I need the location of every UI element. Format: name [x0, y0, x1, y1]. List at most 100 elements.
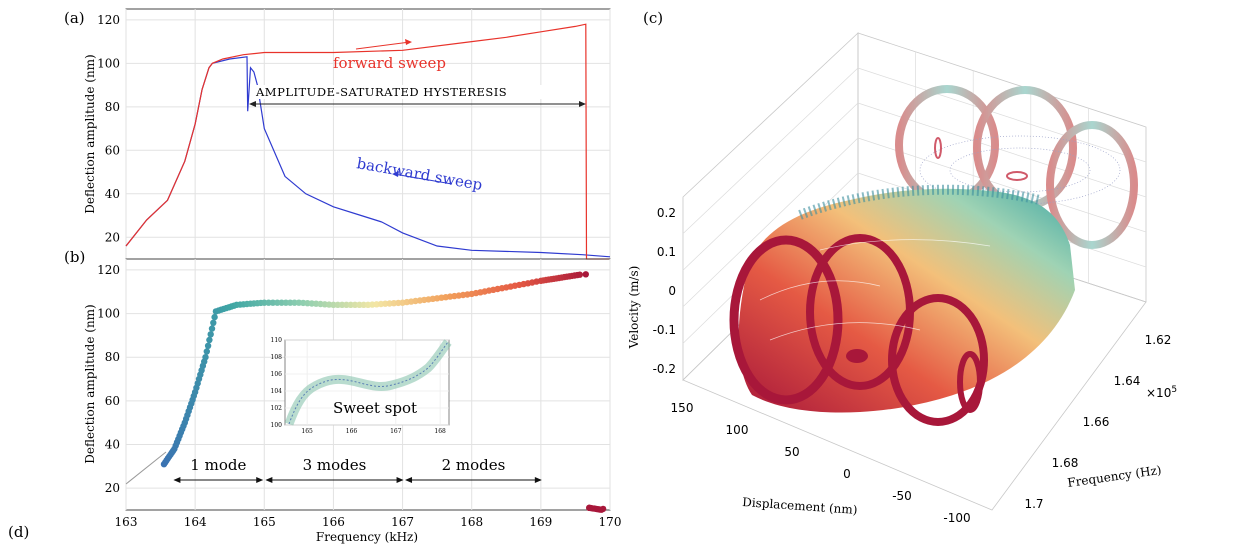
forward-arrow — [355, 41, 411, 50]
scatter-point — [330, 301, 337, 308]
region-label: 1 mode — [190, 456, 246, 474]
scatter-point — [203, 348, 210, 355]
velocity-tick-label: -0.1 — [653, 323, 676, 337]
panel-b-x-tick-label: 166 — [322, 515, 345, 529]
velocity-tick-label: -0.2 — [653, 362, 676, 376]
region-arrow-head-left — [405, 477, 413, 483]
panel-a-y-ticks: 20 40 60 80 100 120 — [97, 13, 120, 244]
panel-b-x-tick-label: 163 — [115, 515, 138, 529]
projection-inner-mesh-2 — [949, 147, 1091, 193]
scatter-point — [210, 319, 217, 326]
inset-x-tick-label: 166 — [346, 428, 358, 435]
frequency-axis-label: Frequency (Hz) — [1066, 463, 1162, 490]
panel-a-y-tick-label: 60 — [105, 143, 120, 157]
panel-b-x-tick-label: 167 — [391, 515, 414, 529]
displacement-tick-label: 150 — [671, 401, 694, 415]
backward-arrow-head — [392, 171, 399, 177]
panel-b-y-tick-label: 80 — [105, 350, 120, 364]
panel-b-x-tick-label: 165 — [253, 515, 276, 529]
inset-y-tick-label: 100 — [271, 422, 283, 429]
inset-x-tick-label: 165 — [301, 428, 313, 435]
panel-b-x-tick-label: 168 — [460, 515, 483, 529]
frequency-tick-label: 1.62 — [1145, 333, 1172, 347]
3d-barrel — [729, 184, 1075, 426]
panel-a-y-tick-label: 40 — [105, 187, 120, 201]
panel-b-x-axis-label: Frequency (kHz) — [316, 530, 418, 544]
scatter-point — [291, 299, 298, 306]
panel-b-regions: 1 mode 3 modes 2 modes — [173, 456, 542, 483]
scatter-point — [208, 325, 216, 332]
inset-y-tick-label: 102 — [271, 405, 283, 412]
region-arrow-head-right — [256, 477, 264, 483]
frequency-tick-label: 1.68 — [1052, 456, 1079, 470]
panel-a-series — [125, 23, 611, 260]
panel-a-frame — [125, 8, 611, 260]
forward-sweep-line — [125, 23, 610, 260]
scatter-point — [202, 354, 209, 361]
frequency-tick-label: 1.66 — [1083, 415, 1110, 429]
3d-gridline — [682, 102, 859, 271]
scatter-point — [351, 301, 359, 308]
panel-label-a: (a) — [64, 9, 85, 27]
inset-y-tick-label: 110 — [271, 337, 283, 344]
panel-b-y-tick-label: 60 — [105, 394, 120, 408]
3d-gridline — [682, 67, 859, 234]
scatter-point — [207, 331, 214, 338]
displacement-tick-label: 100 — [726, 423, 749, 437]
inset-y-tick-label: 108 — [271, 354, 283, 361]
scatter-point — [576, 271, 583, 278]
panel-a-y-tick-label: 20 — [105, 230, 120, 244]
scatter-point — [206, 336, 213, 344]
scatter-point — [211, 313, 218, 321]
hysteresis-label: AMPLITUDE-SATURATED HYSTERESIS — [255, 85, 507, 99]
3d-gridline — [857, 137, 1147, 233]
scatter-point — [269, 299, 277, 306]
panel-b-x-ticks: 163 164 165 166 167 168 169 170 — [115, 515, 622, 529]
projection-center-orbit — [1006, 171, 1028, 181]
panel-label-b: (b) — [64, 248, 85, 266]
barrel-ring-back — [888, 294, 988, 426]
panel-b-guide-line — [125, 451, 167, 485]
velocity-axis-label: Velocity (m/s) — [627, 266, 641, 350]
frequency-tick-label: 1.7 — [1024, 497, 1043, 511]
velocity-ticks: 0.2 0.1 0 -0.1 -0.2 — [653, 206, 676, 376]
velocity-tick-label: 0 — [668, 284, 676, 298]
panel-label-c: (c) — [643, 9, 663, 27]
panel-b-points — [160, 271, 607, 513]
forward-sweep-label: forward sweep — [333, 54, 446, 72]
velocity-tick-label: 0.1 — [657, 245, 676, 259]
inset-x-tick-label: 168 — [434, 428, 446, 435]
panel-b-x-tick-label: 170 — [599, 515, 622, 529]
barrel-ring-front — [729, 235, 843, 405]
region-arrow-head-right — [534, 477, 542, 483]
inset-y-tick-label: 104 — [271, 388, 283, 395]
scatter-point — [586, 504, 593, 511]
displacement-tick-label: 50 — [784, 445, 799, 459]
displacement-axis-label: Displacement (nm) — [742, 495, 858, 517]
panel-a-y-tick-label: 120 — [97, 13, 120, 27]
panel-a-y-tick-label: 80 — [105, 100, 120, 114]
panel-b-y-tick-label: 40 — [105, 438, 120, 452]
barrel-ring-small — [957, 351, 983, 413]
scatter-point — [204, 342, 212, 349]
inset-x-tick-label: 167 — [390, 428, 402, 435]
displacement-tick-label: -50 — [892, 489, 912, 503]
frequency-ticks: 1.62 1.64 1.66 1.68 1.7 — [1024, 333, 1171, 511]
panel-a-chart: 20 40 60 80 100 120 Deflection amplitude (nm)… — [83, 8, 611, 260]
panel-a-y-tick-label: 100 — [97, 56, 120, 70]
3d-gridline — [682, 137, 859, 308]
panel-b-y-tick-label: 20 — [105, 481, 120, 495]
sweet-spot-inset: 165 166 167 168 100 102 104 106 108 110 Sweet spo… — [271, 337, 452, 435]
velocity-tick-label: 0.2 — [657, 206, 676, 220]
inset-band-core — [288, 341, 449, 425]
hysteresis-arrow-left — [249, 101, 256, 107]
region-arrow-head-left — [265, 477, 273, 483]
panel-b-x-tick-label: 164 — [184, 515, 207, 529]
frequency-exponent-power: 5 — [1171, 385, 1177, 395]
3d-gridline — [857, 67, 1147, 163]
region-label: 2 modes — [442, 456, 506, 474]
projection-lobe-right — [1046, 121, 1138, 249]
panel-a-y-axis-label: Deflection amplitude (nm) — [83, 54, 97, 214]
